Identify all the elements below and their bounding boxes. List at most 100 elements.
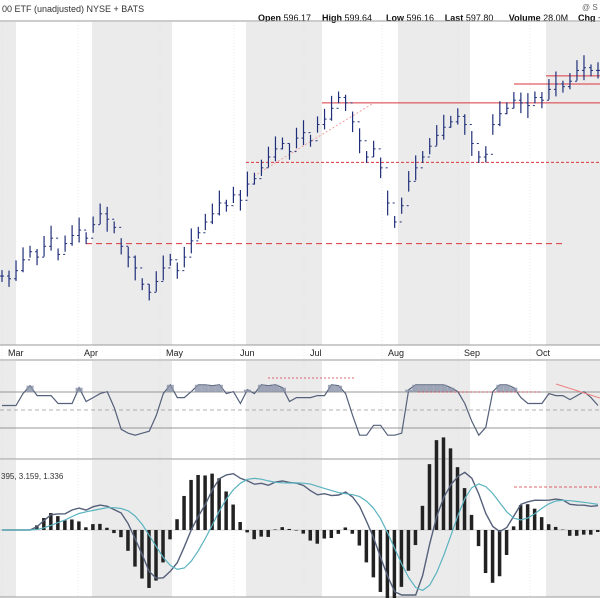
rsi-overbought-fill [433,384,441,392]
macd-histogram-bar [224,491,228,530]
ohlc-bar [49,225,54,251]
ohlc-bar [245,171,250,201]
macd-histogram-bar [364,530,369,563]
macd-histogram-bar [406,530,411,571]
macd-histogram-bar [539,517,544,530]
ohlc-bar [98,203,103,226]
ohlc-bar [343,94,348,111]
macd-histogram-bar [329,530,334,538]
price-stats: Open 596.17 High 599.64 Low 596.16 Last 597… [258,13,600,23]
ohlc-bar [42,236,47,258]
rsi-overbought-fill [208,385,216,392]
macd-histogram-bar [567,530,572,536]
rsi-overbought-fill [271,384,279,392]
macd-histogram-bar [147,530,151,588]
rsi-overbought-fill [510,387,518,392]
ohlc-bar [462,114,467,135]
macd-histogram-bar [210,473,214,530]
macd-panel [0,437,600,598]
macd-histogram-bar [462,488,467,530]
ohlc-bar [518,92,523,114]
macd-histogram-bar [546,524,551,530]
ohlc-bar [539,92,544,109]
rsi-overbought-fill [405,389,413,392]
macd-histogram-bar [308,530,313,541]
ohlc-bar [560,80,565,93]
ohlc-bar [266,146,271,169]
macd-histogram-bar [399,530,404,587]
ohlc-bar [224,199,229,212]
ohlc-bar [483,146,488,163]
macd-histogram-bar [596,530,600,533]
month-label-sep: Sep [464,348,480,358]
macd-histogram-bar [336,530,341,534]
stat-last: Last 597.80 [445,13,494,23]
ohlc-bar [28,245,33,261]
macd-histogram-bar [511,526,516,530]
panel-borders [0,20,600,598]
ohlc-bar [56,237,61,261]
ohlc-bar [476,142,481,163]
month-label-mar: Mar [8,348,24,358]
month-label-oct: Oct [536,348,551,358]
macd-histogram-bar [294,530,298,531]
ohlc-bar [182,246,187,272]
macd-histogram-bar [175,519,179,530]
ohlc-bar [189,228,194,258]
ohlc-bar [420,151,425,169]
ohlc-bar [238,190,243,211]
ohlc-bar [455,108,460,125]
month-label-apr: Apr [84,348,98,358]
ohlc-bar [7,270,12,287]
rsi-overbought-fill [412,384,420,392]
stat-volume: Volume 28.0M [509,13,568,23]
macd-histogram-bar [378,530,383,592]
macd-histogram-bar [259,530,263,537]
rsi-overbought-fill [496,384,504,392]
macd-label: 395, 3.159, 1.336 [1,472,64,481]
ohlc-bar [532,91,537,107]
stat-high: High 599.64 [322,13,372,23]
month-label-jun: Jun [240,348,255,358]
rsi-overbought-fill [447,387,455,392]
trend-line [253,103,373,177]
rsi-overbought-fill [166,384,174,392]
ohlc-bar [301,120,306,146]
macd-signal-line [2,477,599,592]
macd-histogram-bar [315,530,320,544]
macd-histogram-bar [133,530,137,567]
macd-histogram-bar [245,530,249,533]
corner-text: @ S [582,3,598,12]
macd-histogram-bar [231,504,235,530]
ohlc-bar [259,159,264,180]
ohlc-bar [168,253,173,269]
price-bars [0,55,600,301]
macd-histogram-bar [301,530,306,534]
macd-line [2,471,599,596]
ohlc-bar [385,167,390,216]
macd-histogram-bar [469,514,474,530]
rsi-overbought-fill [328,384,336,392]
ohlc-bar [434,125,439,147]
ohlc-bar [406,171,411,207]
ohlc-bar [581,55,586,81]
macd-histogram-bar [574,530,579,536]
stat-chg: Chg +3 [578,13,600,23]
ohlc-bar [119,226,124,255]
ohlc-bar [588,64,593,77]
macd-histogram-bar [203,475,207,530]
macd-histogram-bar [525,504,530,530]
ohlc-bar [105,206,110,232]
ohlc-bar [154,271,159,293]
macd-histogram-bar [490,530,495,583]
ohlc-bar [371,140,376,158]
macd-histogram-bar [49,513,53,530]
rsi-panel [0,377,600,437]
ohlc-bar [175,259,180,279]
macd-histogram-bar [105,527,109,530]
stat-low: Low 596.16 [386,13,434,23]
macd-histogram-bar [280,527,284,530]
ohlc-bar [70,225,75,246]
ohlc-bar [546,79,551,101]
